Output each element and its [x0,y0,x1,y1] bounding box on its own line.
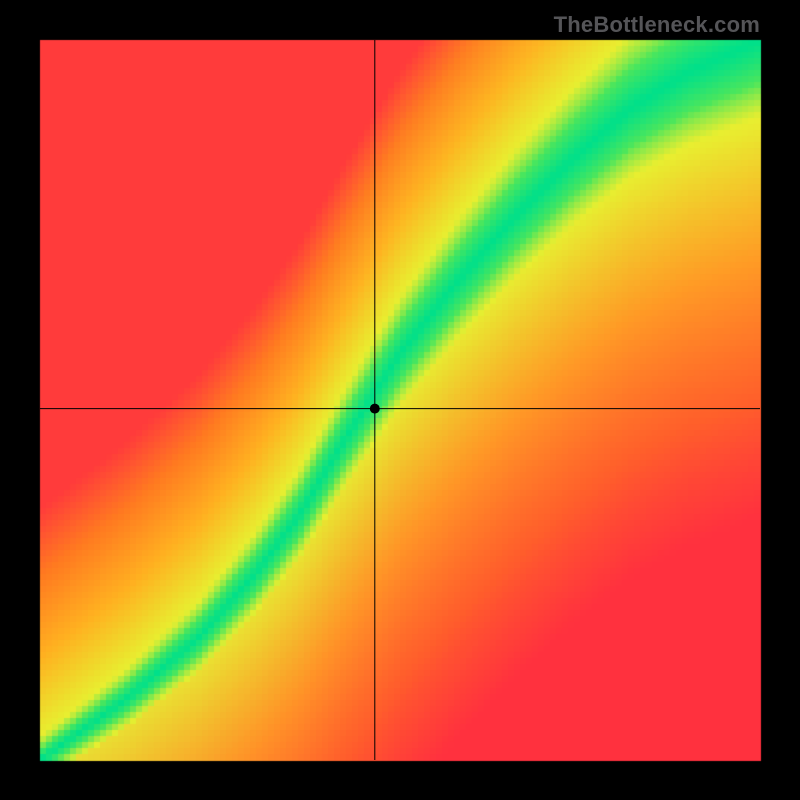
watermark-text: TheBottleneck.com [554,12,760,38]
crosshair-overlay [0,0,800,800]
crosshair-marker [370,404,380,414]
chart-container: TheBottleneck.com [0,0,800,800]
